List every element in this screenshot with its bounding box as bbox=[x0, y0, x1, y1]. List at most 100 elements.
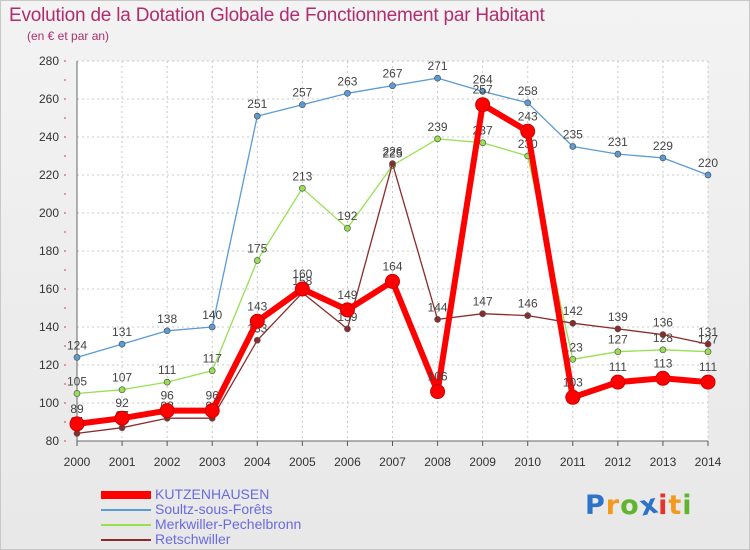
legend-label: Merkwiller-Pechelbronn bbox=[155, 516, 302, 532]
data-label: 226 bbox=[382, 145, 402, 159]
proxiti-logo: Proxiti bbox=[585, 488, 693, 522]
x-tick-label: 2001 bbox=[109, 455, 136, 469]
data-point bbox=[659, 154, 667, 162]
data-point bbox=[204, 403, 220, 419]
logo-letter: t bbox=[668, 490, 683, 521]
x-tick-label: 2004 bbox=[244, 455, 271, 469]
data-label: 131 bbox=[698, 325, 718, 339]
data-label: 175 bbox=[247, 242, 267, 256]
data-label: 96 bbox=[160, 389, 174, 403]
data-point bbox=[118, 340, 126, 348]
data-label: 160 bbox=[292, 267, 312, 281]
legend-swatch bbox=[101, 523, 151, 526]
data-label: 89 bbox=[70, 402, 84, 416]
data-label: 113 bbox=[653, 356, 672, 370]
data-point bbox=[253, 336, 261, 344]
data-point bbox=[208, 367, 216, 375]
data-point bbox=[389, 160, 396, 167]
data-label: 124 bbox=[67, 338, 87, 352]
y-tick-label: 260 bbox=[39, 92, 59, 106]
chart-legend: KUTZENHAUSEN Soultz-sous-Forêts Merkwiller… bbox=[101, 487, 301, 547]
data-point bbox=[479, 139, 486, 147]
data-label: 243 bbox=[518, 109, 538, 123]
y-tick-label: 280 bbox=[39, 54, 59, 68]
x-tick-label: 2013 bbox=[650, 455, 677, 469]
chart-title: Evolution de la Dotation Globale de Fonc… bbox=[9, 5, 545, 26]
data-label: 143 bbox=[247, 299, 267, 313]
data-label: 267 bbox=[382, 67, 402, 81]
data-point bbox=[614, 150, 622, 158]
data-point bbox=[700, 374, 716, 390]
x-tick-label: 2012 bbox=[605, 455, 632, 469]
data-point bbox=[569, 143, 577, 150]
data-label: 103 bbox=[563, 375, 583, 389]
data-point bbox=[569, 319, 577, 327]
data-point bbox=[434, 135, 441, 143]
data-label: 147 bbox=[473, 295, 493, 309]
legend-item: Retschwiller bbox=[101, 532, 301, 547]
data-point bbox=[520, 123, 536, 139]
data-label: 213 bbox=[292, 169, 312, 183]
data-point bbox=[73, 354, 81, 361]
data-point bbox=[249, 313, 265, 329]
data-label: 105 bbox=[67, 375, 87, 389]
legend-label: KUTZENHAUSEN bbox=[155, 486, 270, 502]
data-point bbox=[565, 389, 581, 405]
data-point bbox=[73, 390, 81, 397]
data-label: 142 bbox=[563, 304, 583, 318]
data-point bbox=[344, 325, 351, 333]
data-label: 239 bbox=[428, 120, 448, 134]
data-point bbox=[614, 325, 622, 333]
legend-item: Merkwiller-Pechelbronn bbox=[101, 517, 301, 532]
logo-letter: r bbox=[605, 490, 621, 521]
y-tick-label: 140 bbox=[39, 320, 59, 334]
x-tick-label: 2011 bbox=[560, 455, 586, 469]
data-label: 149 bbox=[337, 288, 357, 302]
data-label: 111 bbox=[158, 363, 177, 377]
data-point bbox=[253, 257, 261, 264]
logo-letter: o bbox=[620, 490, 640, 521]
chart-subtitle: (en € et par an) bbox=[27, 29, 110, 43]
data-point bbox=[299, 101, 306, 109]
data-label: 263 bbox=[337, 74, 357, 88]
data-point bbox=[159, 403, 175, 419]
x-tick-label: 2007 bbox=[379, 455, 406, 469]
legend-label: Retschwiller bbox=[155, 531, 231, 547]
data-label: 111 bbox=[699, 360, 718, 374]
data-label: 111 bbox=[609, 360, 628, 374]
series-kutzenhausen: 89 92 96 96 143 160 149 164 106 257 243 103 111 113 11… bbox=[69, 83, 718, 432]
data-point bbox=[344, 224, 351, 232]
data-label: 251 bbox=[247, 97, 267, 111]
data-point bbox=[114, 410, 130, 426]
data-point bbox=[163, 378, 171, 386]
data-point bbox=[344, 89, 351, 97]
legend-label: Soultz-sous-Forêts bbox=[155, 501, 273, 517]
data-label: 92 bbox=[115, 396, 129, 410]
data-label: 106 bbox=[428, 370, 448, 384]
data-label: 138 bbox=[157, 312, 177, 326]
data-label: 139 bbox=[608, 310, 628, 324]
x-tick-label: 2003 bbox=[199, 455, 226, 469]
logo-letter: P bbox=[585, 490, 606, 521]
y-tick-label: 200 bbox=[39, 206, 59, 220]
data-point bbox=[430, 384, 446, 400]
y-tick-label: 240 bbox=[39, 130, 59, 144]
x-tick-label: 2002 bbox=[154, 455, 181, 469]
data-point bbox=[524, 312, 532, 319]
data-label: 264 bbox=[473, 72, 493, 86]
data-point bbox=[163, 327, 171, 335]
logo-letter: i bbox=[658, 490, 669, 521]
data-label: 225 bbox=[382, 147, 402, 161]
x-tick-label: 2005 bbox=[289, 455, 316, 469]
data-label: 229 bbox=[653, 139, 673, 153]
data-point bbox=[434, 316, 441, 323]
data-point bbox=[118, 386, 126, 394]
data-point bbox=[704, 340, 712, 348]
data-label: 164 bbox=[382, 259, 402, 273]
data-label: 136 bbox=[653, 316, 673, 330]
data-label: 231 bbox=[608, 135, 628, 149]
data-label: 131 bbox=[112, 325, 132, 339]
data-point bbox=[385, 273, 400, 289]
data-point bbox=[614, 348, 622, 356]
